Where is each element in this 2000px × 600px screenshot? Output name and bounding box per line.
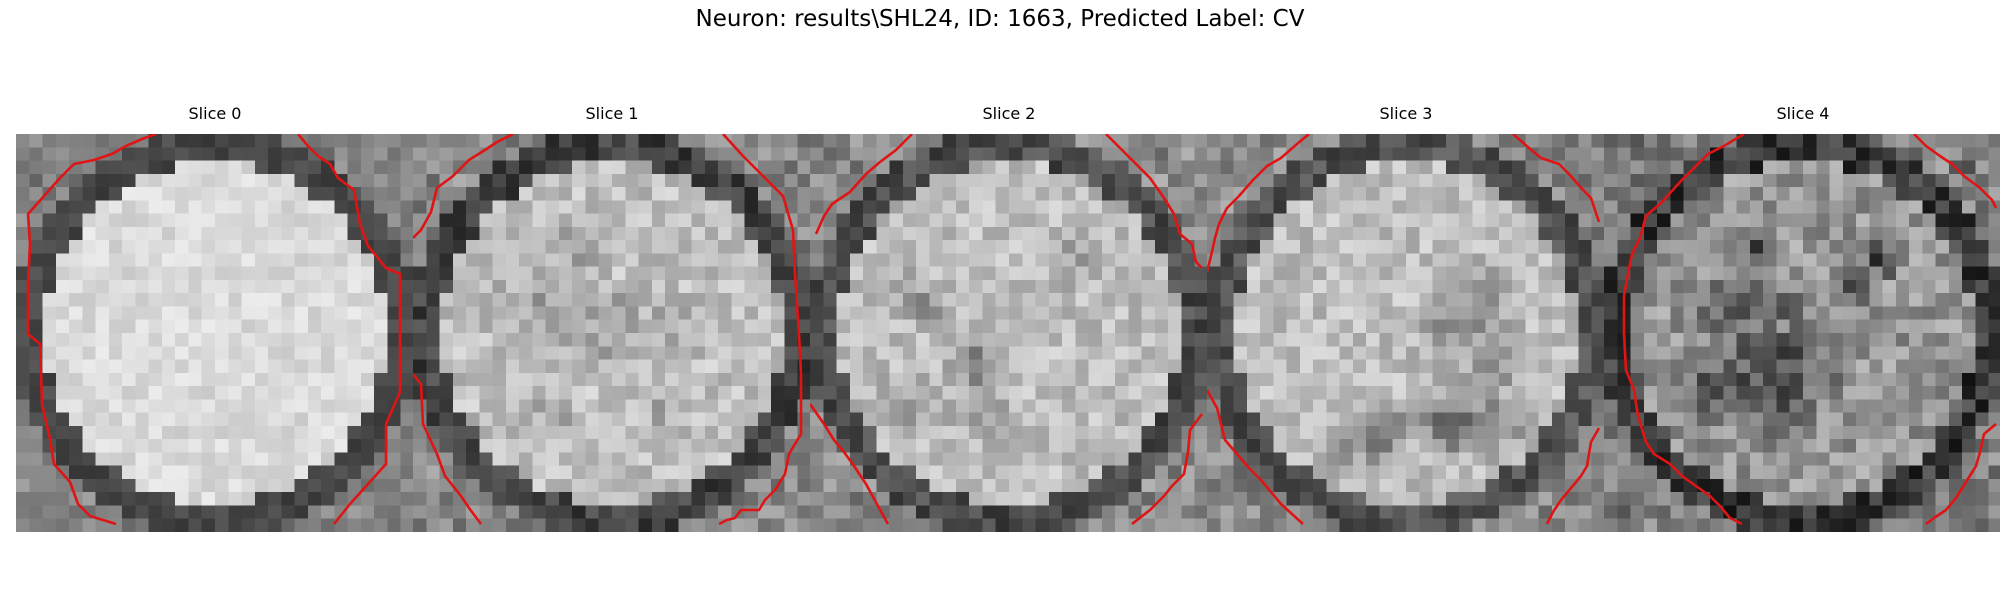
contour-line-1-2 [718,134,803,526]
slice-title-4: Slice 4 [1776,104,1830,123]
pixel-grid [1207,134,1605,532]
contour-line-3-3 [1545,427,1601,525]
pixel-grid [810,134,1208,532]
contour-line-2-3 [1131,413,1204,526]
contour-line-3-2 [1512,134,1601,223]
slice-image-0 [16,134,414,532]
contour-line-4-1 [1913,134,1998,209]
contour-line-1-0 [413,134,514,239]
slice-image-4 [1604,134,2000,532]
slice-title-0: Slice 0 [188,104,242,123]
slice-title-3: Slice 3 [1379,104,1433,123]
slice-image-3 [1207,134,1605,532]
contour-line-4-0 [1622,134,1745,526]
contour-line-1-1 [413,373,483,525]
contour-line-2-0 [814,134,913,235]
contour-line-3-1 [1207,389,1304,525]
slice-title-2: Slice 2 [982,104,1036,123]
contour-line-4-2 [1925,423,1997,526]
figure-title: Neuron: results\SHL24, ID: 1663, Predict… [695,6,1305,32]
contour-line-3-0 [1207,134,1310,273]
slice-title-1: Slice 1 [585,104,639,123]
pixel-grid [16,134,414,532]
pixel-grid [1604,134,2000,532]
contour-line-0-1 [297,134,402,525]
contour-line-0-0 [26,134,157,526]
slice-image-1 [413,134,811,532]
contour-line-2-1 [810,403,890,525]
slice-image-2 [810,134,1208,532]
pixel-grid [413,134,811,532]
contour-line-2-2 [1105,134,1203,269]
